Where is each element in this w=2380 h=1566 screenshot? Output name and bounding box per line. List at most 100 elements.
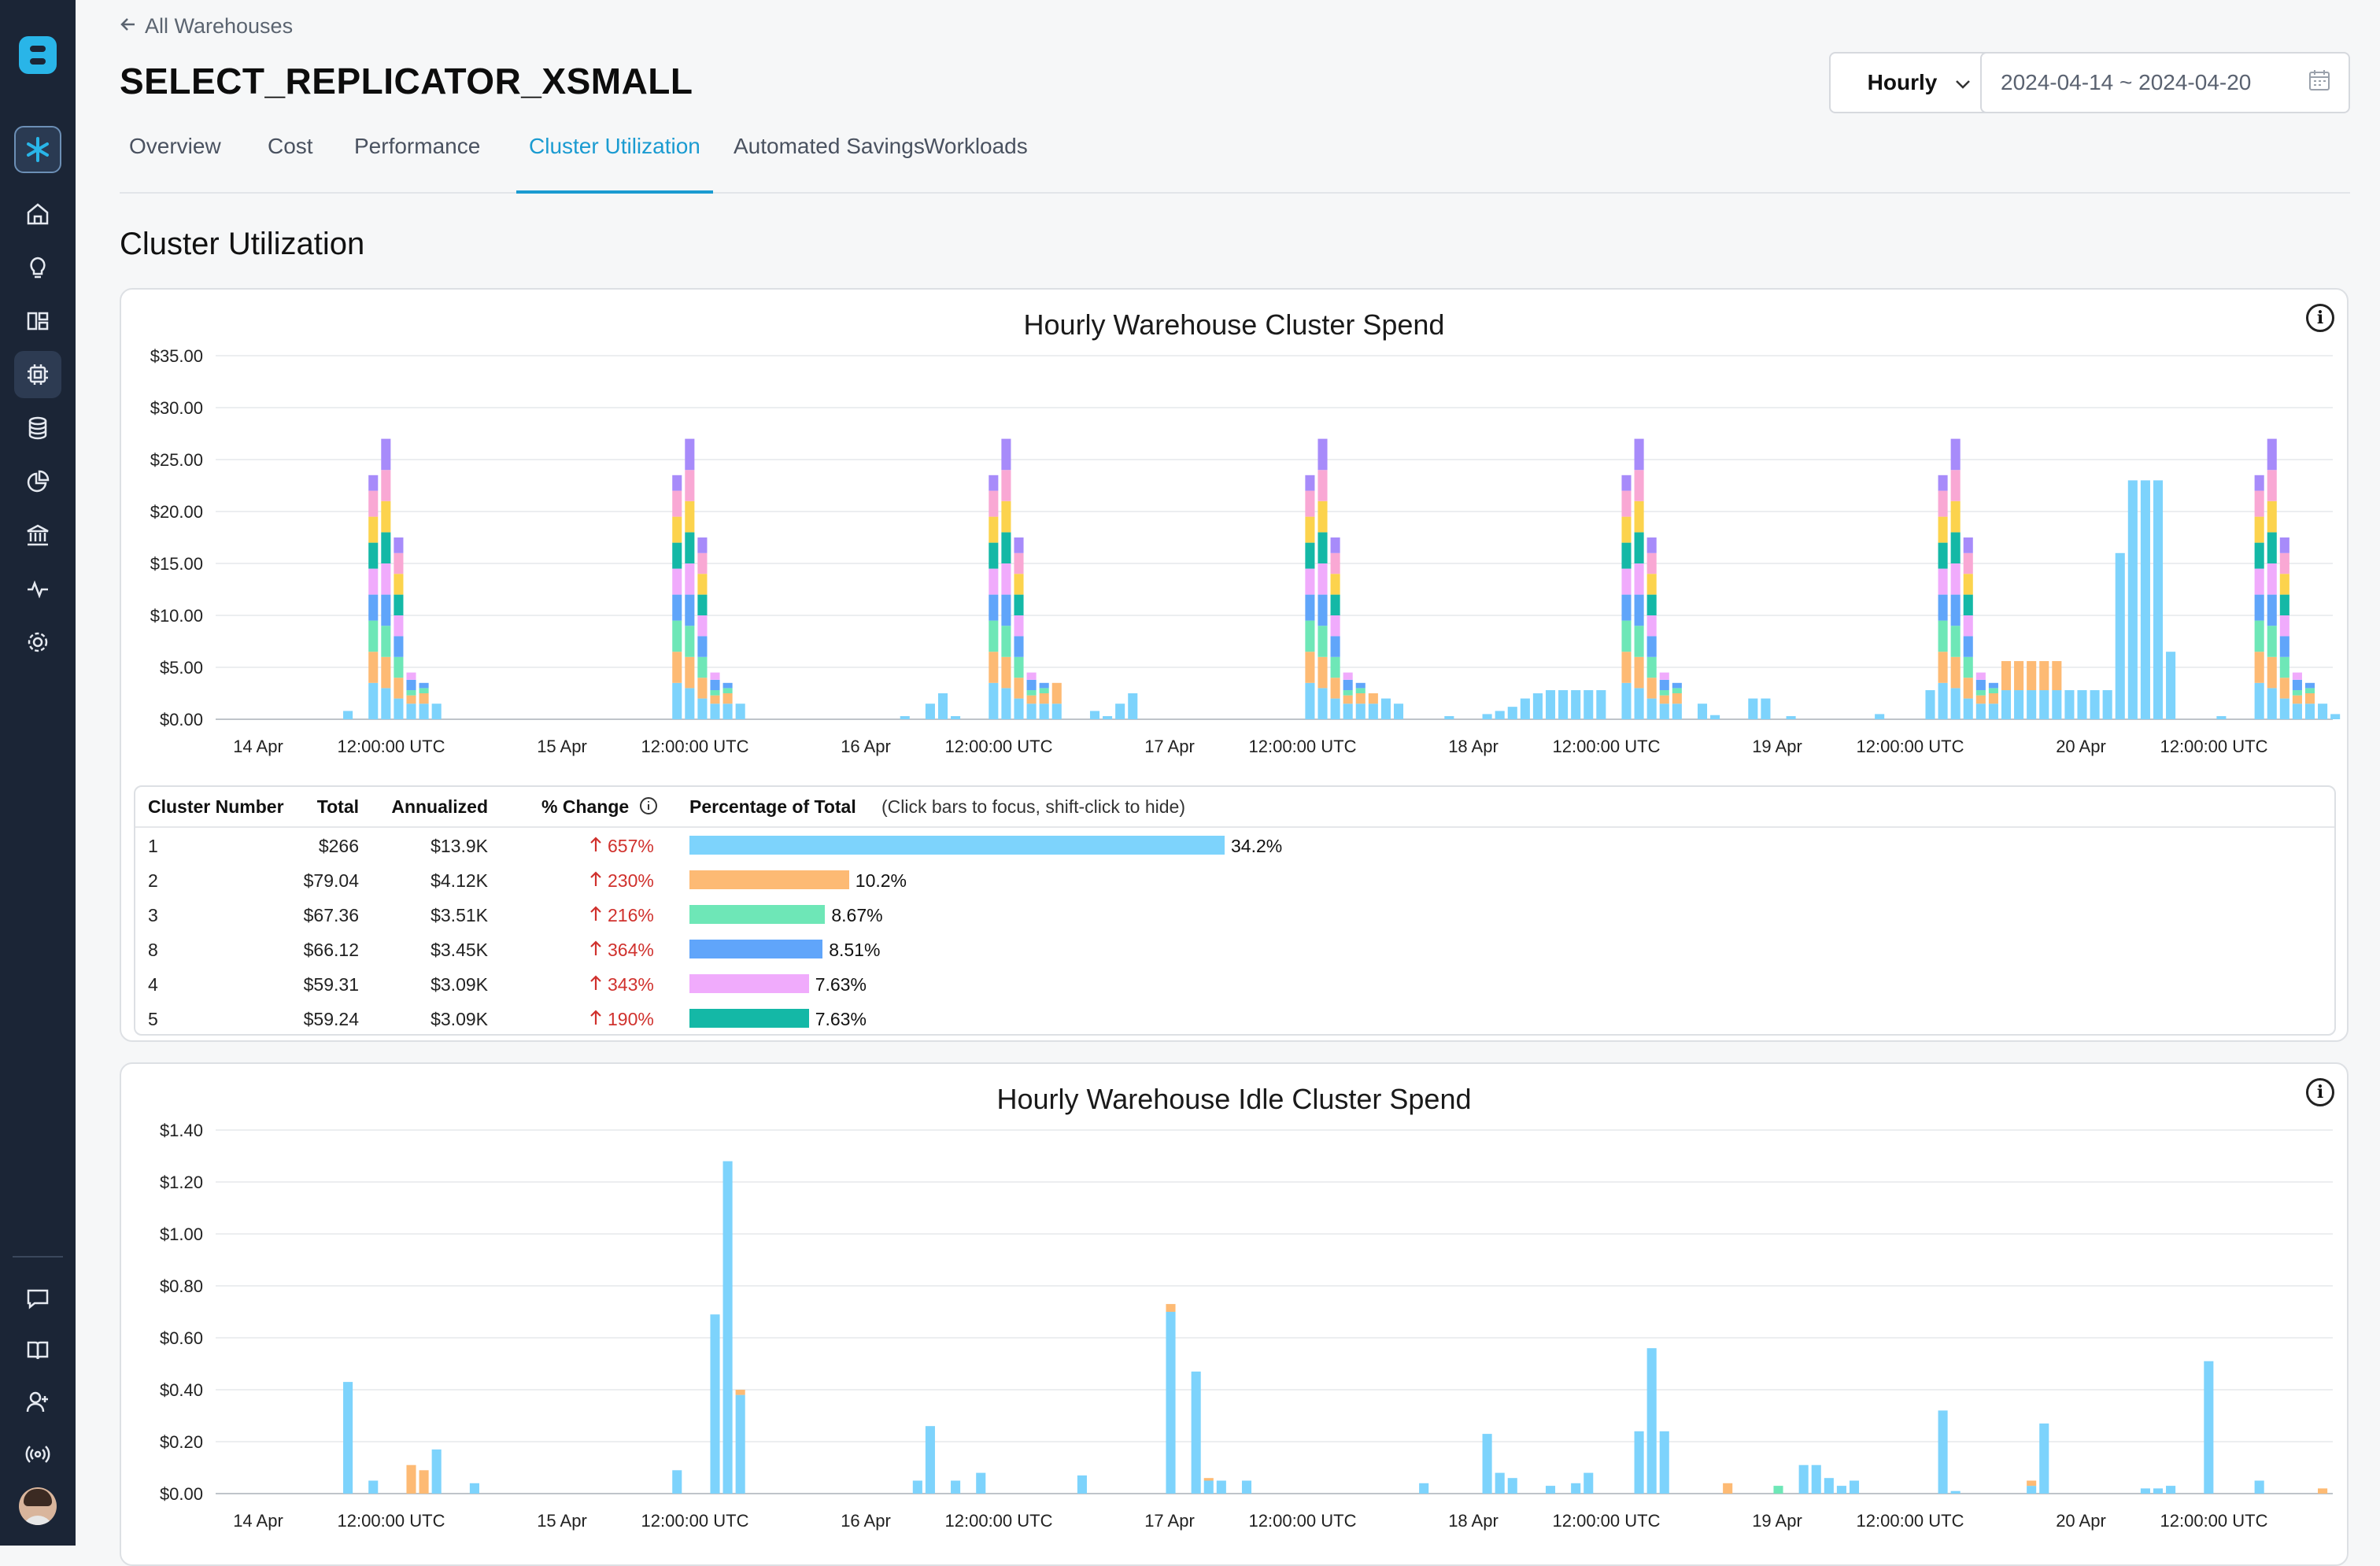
bar-segment[interactable]: [1318, 656, 1328, 689]
bar-segment[interactable]: [1318, 532, 1328, 563]
bar-segment[interactable]: [1026, 704, 1037, 719]
bar-segment[interactable]: [697, 537, 708, 553]
bar-segment[interactable]: [368, 542, 379, 569]
bar-segment[interactable]: [2115, 552, 2125, 719]
bar-segment[interactable]: [697, 656, 708, 678]
bar-segment[interactable]: [1305, 475, 1315, 491]
bar-segment[interactable]: [1001, 438, 1011, 471]
bar-segment[interactable]: [419, 704, 429, 719]
bar-segment[interactable]: [672, 568, 682, 595]
bar-segment[interactable]: [735, 1390, 745, 1395]
bar-segment[interactable]: [1672, 704, 1682, 719]
bar-segment[interactable]: [394, 636, 404, 657]
bar-segment[interactable]: [431, 1449, 442, 1494]
bar-segment[interactable]: [1001, 626, 1011, 657]
bar-segment[interactable]: [419, 693, 429, 704]
bar-segment[interactable]: [722, 682, 733, 689]
bar-segment[interactable]: [368, 490, 379, 517]
chat-icon[interactable]: [14, 1275, 61, 1322]
bar-segment[interactable]: [1646, 678, 1657, 699]
bar-segment[interactable]: [912, 1480, 922, 1494]
bar-segment[interactable]: [1646, 552, 1657, 574]
bar-segment[interactable]: [2267, 688, 2277, 719]
bar-segment[interactable]: [1571, 690, 1581, 719]
bar-segment[interactable]: [1950, 1490, 1961, 1494]
bar-segment[interactable]: [1368, 704, 1378, 719]
bar-segment[interactable]: [1963, 615, 1973, 637]
bar-segment[interactable]: [343, 1382, 353, 1494]
bar-segment[interactable]: [1014, 552, 1024, 574]
bar-segment[interactable]: [1507, 1478, 1517, 1494]
bar-segment[interactable]: [2140, 480, 2150, 719]
bar-segment[interactable]: [1646, 698, 1657, 719]
bar-segment[interactable]: [394, 537, 404, 553]
bar-segment[interactable]: [1039, 688, 1049, 693]
bar-segment[interactable]: [381, 470, 391, 501]
broadcast-icon[interactable]: [14, 1431, 61, 1478]
bar-segment[interactable]: [2166, 652, 2176, 719]
tab-workloads[interactable]: Workloads: [924, 134, 1028, 158]
bar-segment[interactable]: [1318, 563, 1328, 595]
bar-segment[interactable]: [2254, 682, 2264, 719]
bar-segment[interactable]: [1330, 552, 1340, 574]
bank-icon[interactable]: [14, 512, 61, 559]
percentage-bar[interactable]: [689, 974, 809, 993]
tab-overview[interactable]: Overview: [129, 134, 221, 158]
bar-segment[interactable]: [2153, 1488, 2164, 1494]
bar-segment[interactable]: [2267, 438, 2277, 471]
cluster-spend-chart[interactable]: $0.00 $5.00 $10.00 $15.00 $20.00 $25.00 $30.00…: [121, 290, 2347, 777]
bar-segment[interactable]: [1938, 682, 1948, 719]
bar-segment[interactable]: [1975, 672, 1986, 680]
bar-segment[interactable]: [1558, 690, 1569, 719]
bar-segment[interactable]: [1318, 626, 1328, 657]
bar-segment[interactable]: [1950, 470, 1961, 501]
bar-segment[interactable]: [2267, 656, 2277, 689]
bar-segment[interactable]: [1950, 594, 1961, 626]
bar-segment[interactable]: [2279, 537, 2289, 553]
bar-segment[interactable]: [937, 693, 948, 719]
bar-segment[interactable]: [381, 438, 391, 471]
bar-segment[interactable]: [2014, 690, 2024, 719]
bar-segment[interactable]: [1975, 695, 1986, 704]
bar-segment[interactable]: [381, 500, 391, 533]
bar-segment[interactable]: [2254, 490, 2264, 517]
bar-segment[interactable]: [2304, 688, 2315, 693]
bar-segment[interactable]: [1077, 1475, 1087, 1494]
bar-segment[interactable]: [1634, 594, 1644, 626]
bar-segment[interactable]: [710, 695, 720, 704]
bar-segment[interactable]: [1216, 1480, 1226, 1494]
bar-segment[interactable]: [394, 594, 404, 615]
bar-segment[interactable]: [394, 678, 404, 699]
bar-segment[interactable]: [1545, 1486, 1556, 1494]
bar-segment[interactable]: [951, 1480, 961, 1494]
bar-segment[interactable]: [1963, 636, 1973, 657]
bar-segment[interactable]: [1051, 682, 1062, 704]
bar-segment[interactable]: [672, 620, 682, 652]
bar-segment[interactable]: [1444, 716, 1454, 719]
percentage-bar[interactable]: [689, 1009, 809, 1028]
bar-segment[interactable]: [989, 542, 999, 569]
bar-segment[interactable]: [1988, 688, 1998, 693]
bar-segment[interactable]: [2204, 1361, 2214, 1494]
bar-segment[interactable]: [431, 704, 442, 719]
bar-segment[interactable]: [406, 679, 416, 691]
home-icon[interactable]: [14, 190, 61, 238]
tab-cost[interactable]: Cost: [268, 134, 313, 158]
bar-segment[interactable]: [1318, 438, 1328, 471]
bar-segment[interactable]: [1773, 1486, 1783, 1494]
bar-segment[interactable]: [2254, 620, 2264, 652]
bar-segment[interactable]: [1646, 594, 1657, 615]
bar-segment[interactable]: [710, 704, 720, 719]
bar-segment[interactable]: [722, 704, 733, 719]
col-total[interactable]: Total: [316, 796, 359, 817]
bar-segment[interactable]: [1330, 698, 1340, 719]
bar-segment[interactable]: [925, 704, 935, 719]
bar-segment[interactable]: [710, 672, 720, 680]
bar-segment[interactable]: [2153, 480, 2164, 719]
bar-segment[interactable]: [672, 682, 682, 719]
percentage-bar[interactable]: [689, 836, 1225, 855]
bar-segment[interactable]: [1305, 568, 1315, 595]
bar-segment[interactable]: [1305, 490, 1315, 517]
bar-segment[interactable]: [2001, 690, 2012, 719]
bar-segment[interactable]: [1318, 688, 1328, 719]
